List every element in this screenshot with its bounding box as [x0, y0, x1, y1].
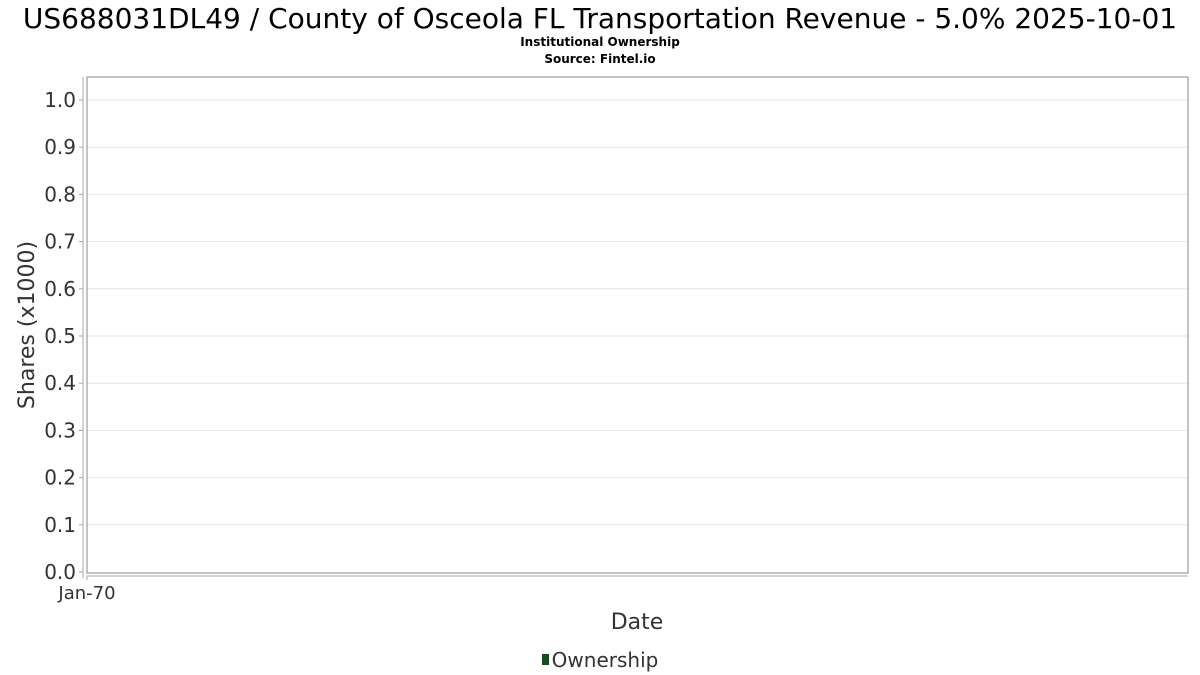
- y-tick-labels: 0.0 0.1 0.2 0.3 0.4 0.5 0.6 0.7 0.8 0.9 1.0: [44, 88, 83, 584]
- y-tick-label: 0.9: [44, 135, 76, 159]
- y-tick-label: 0.7: [44, 230, 76, 254]
- y-tick-label: 1.0: [44, 88, 76, 112]
- y-axis-label: Shares (x1000): [15, 241, 40, 409]
- y-tick-label: 0.3: [44, 418, 76, 442]
- y-tick-label: 0.2: [44, 466, 76, 490]
- legend-swatch-ownership: [541, 654, 549, 665]
- y-tick-label: 0.1: [44, 513, 76, 537]
- legend: Ownership: [0, 648, 1200, 672]
- y-tick-label: 0.6: [44, 277, 76, 301]
- y-tick-label: 0.5: [44, 324, 76, 348]
- x-tick-label: Jan-70: [57, 583, 115, 604]
- y-tick-label: 0.4: [44, 371, 76, 395]
- legend-label-ownership: Ownership: [551, 648, 659, 672]
- plot-frame: [86, 76, 1189, 574]
- y-tick-label: 0.0: [44, 560, 76, 584]
- chart-title: US688031DL49 / County of Osceola FL Tran…: [22, 2, 1178, 35]
- chart-source: Source: Fintel.io: [544, 52, 656, 66]
- x-axis-label: Date: [611, 610, 664, 635]
- chart-subtitle: Institutional Ownership: [520, 35, 680, 49]
- y-tick-label: 0.8: [44, 182, 76, 206]
- grid-lines: [87, 99, 1188, 526]
- x-tick-labels: Jan-70: [57, 576, 116, 604]
